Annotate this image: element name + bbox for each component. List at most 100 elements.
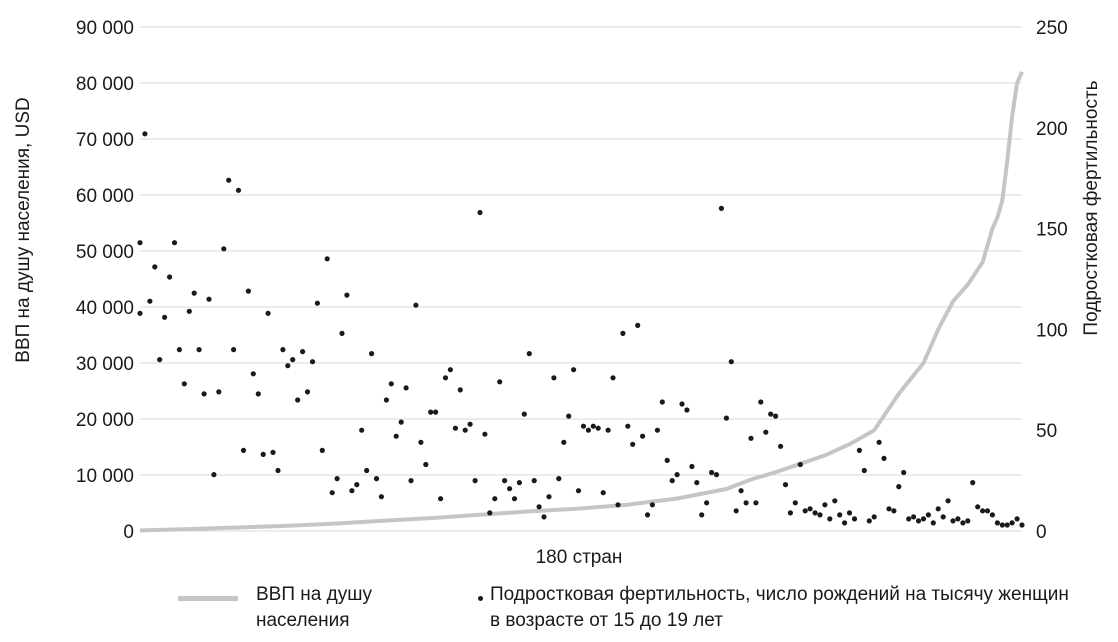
fertility-point xyxy=(590,423,596,429)
fertility-point xyxy=(477,209,483,216)
right-tick-label: 100 xyxy=(1036,320,1068,341)
left-tick-label: 0 xyxy=(123,522,134,543)
fertility-point xyxy=(235,187,242,193)
fertility-point xyxy=(585,427,592,433)
fertility-point xyxy=(191,290,197,296)
fertility-point xyxy=(748,435,754,441)
fertility-point xyxy=(984,508,991,514)
right-axis: 0 50 100 150 200 250 xyxy=(1036,18,1068,543)
left-tick-label: 70 000 xyxy=(76,130,134,151)
fertility-point xyxy=(807,506,813,512)
fertility-point xyxy=(369,351,375,357)
left-tick-label: 10 000 xyxy=(76,466,134,487)
fertility-point xyxy=(743,500,749,506)
fertility-point xyxy=(659,399,665,405)
fertility-point xyxy=(684,407,690,413)
fertility-point xyxy=(580,423,587,429)
left-tick-label: 90 000 xyxy=(76,18,134,39)
fertility-point xyxy=(822,502,828,508)
left-tick-label: 60 000 xyxy=(76,186,134,207)
fertility-point xyxy=(654,427,661,433)
fertility-point xyxy=(856,447,863,453)
fertility-point xyxy=(891,508,897,514)
left-tick-label: 40 000 xyxy=(76,298,134,319)
fertility-point xyxy=(226,177,232,183)
fertility-point xyxy=(378,494,384,500)
fertility-point xyxy=(531,478,537,484)
fertility-point xyxy=(649,502,656,508)
legend-fertility-label: Подростковая фертильность, число рождени… xyxy=(490,584,1069,631)
right-tick-label: 150 xyxy=(1036,220,1068,241)
fertility-point xyxy=(231,347,237,353)
fertility-point xyxy=(147,298,153,304)
fertility-point xyxy=(295,397,301,403)
fertility-point xyxy=(516,480,523,486)
fertility-point xyxy=(487,510,493,516)
fertility-point xyxy=(817,512,823,518)
fertility-point xyxy=(709,469,715,476)
fertility-point xyxy=(541,514,547,520)
left-tick-label: 50 000 xyxy=(76,242,134,263)
fertility-point xyxy=(551,375,557,381)
fertility-point xyxy=(546,494,552,500)
fertility-point xyxy=(694,480,700,486)
fertility-point xyxy=(704,500,710,506)
fertility-point xyxy=(1009,520,1015,526)
fertility-point xyxy=(802,508,808,514)
fertility-point xyxy=(571,367,577,373)
gdp-line xyxy=(139,70,1024,533)
fertility-point xyxy=(240,447,247,453)
fertility-point xyxy=(423,461,429,468)
fertility-point xyxy=(605,427,611,433)
right-tick-label: 250 xyxy=(1036,18,1068,39)
fertility-point xyxy=(960,520,966,526)
fertility-point xyxy=(304,389,311,395)
fertility-point xyxy=(314,300,320,306)
legend-gdp-line-swatch xyxy=(178,596,238,601)
fertility-point xyxy=(171,240,178,246)
fertility-point xyxy=(433,409,439,415)
fertility-point xyxy=(403,385,409,391)
fertility-point xyxy=(925,512,932,518)
fertility-point xyxy=(886,506,892,512)
fertility-point xyxy=(472,478,478,484)
fertility-point xyxy=(418,439,424,445)
fertility-point xyxy=(778,443,784,449)
fertility-point xyxy=(393,433,399,439)
fertility-point xyxy=(502,478,508,484)
fertility-point xyxy=(388,381,394,387)
gridlines xyxy=(140,26,1022,532)
fertility-point xyxy=(940,514,946,520)
fertility-point xyxy=(930,520,936,526)
fertility-point xyxy=(733,508,739,514)
fertility-point xyxy=(373,476,380,482)
fertility-point xyxy=(911,514,917,520)
fertility-point xyxy=(152,264,158,270)
fertility-point xyxy=(492,496,498,502)
fertility-point xyxy=(994,520,1001,526)
left-tick-label: 80 000 xyxy=(76,74,134,95)
fertility-point xyxy=(349,488,355,494)
fertility-point xyxy=(669,478,675,484)
fertility-point xyxy=(364,467,370,474)
fertility-point xyxy=(196,347,202,353)
fertility-point xyxy=(137,240,143,246)
fertility-point xyxy=(329,490,335,496)
fertility-point xyxy=(561,439,567,445)
fertility-point xyxy=(290,357,296,363)
fertility-point xyxy=(842,520,848,526)
fertility-point xyxy=(300,349,306,355)
fertility-point xyxy=(970,480,976,486)
fertility-point xyxy=(615,502,621,508)
fertility-point xyxy=(1019,522,1025,528)
fertility-point xyxy=(1014,516,1020,522)
fertility-point xyxy=(216,389,222,395)
fertility-point xyxy=(763,429,769,435)
fertility-point xyxy=(920,516,927,522)
fertility-point xyxy=(713,472,720,478)
fertility-point xyxy=(319,447,325,453)
fertility-points xyxy=(137,131,1025,528)
fertility-point xyxy=(438,496,444,502)
fertility-point xyxy=(635,322,641,328)
fertility-point xyxy=(595,425,601,431)
